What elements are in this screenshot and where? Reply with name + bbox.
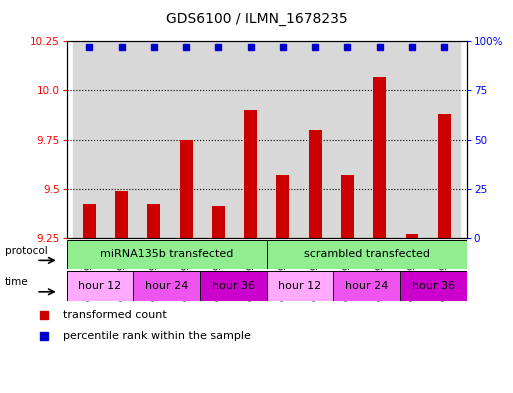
Text: hour 12: hour 12 [279, 281, 322, 291]
Bar [105, 41, 137, 238]
Text: miRNA135b transfected: miRNA135b transfected [100, 250, 233, 259]
Bar [83, 204, 96, 238]
Bar [170, 41, 202, 238]
Text: hour 24: hour 24 [345, 281, 388, 291]
Bar [341, 175, 354, 238]
Bar [212, 206, 225, 238]
Bar [299, 41, 331, 238]
Text: hour 36: hour 36 [212, 281, 255, 291]
Bar [244, 110, 257, 238]
Bar [147, 204, 160, 238]
Bar [438, 114, 451, 238]
Bar [428, 41, 460, 238]
Bar [309, 130, 322, 238]
Bar [133, 271, 200, 301]
Text: hour 36: hour 36 [412, 281, 455, 291]
Bar [267, 240, 467, 269]
Bar [202, 41, 234, 238]
Bar [331, 41, 364, 238]
Text: time: time [5, 277, 29, 287]
Bar [277, 175, 289, 238]
Bar [67, 271, 133, 301]
Text: hour 24: hour 24 [145, 281, 188, 291]
Bar [373, 77, 386, 238]
Bar [234, 41, 267, 238]
Text: percentile rank within the sample: percentile rank within the sample [63, 331, 250, 342]
Bar [137, 41, 170, 238]
Text: transformed count: transformed count [63, 310, 166, 320]
Bar [200, 271, 267, 301]
Text: protocol: protocol [5, 246, 48, 255]
Bar [73, 41, 105, 238]
Bar [267, 271, 333, 301]
Bar [333, 271, 400, 301]
Bar [364, 41, 396, 238]
Bar [115, 191, 128, 238]
Bar [267, 41, 299, 238]
Text: scrambled transfected: scrambled transfected [304, 250, 430, 259]
Bar [396, 41, 428, 238]
Text: hour 12: hour 12 [78, 281, 122, 291]
Text: GDS6100 / ILMN_1678235: GDS6100 / ILMN_1678235 [166, 12, 347, 26]
Bar [180, 140, 192, 238]
Bar [400, 271, 467, 301]
Bar [405, 234, 419, 238]
Bar [67, 240, 267, 269]
